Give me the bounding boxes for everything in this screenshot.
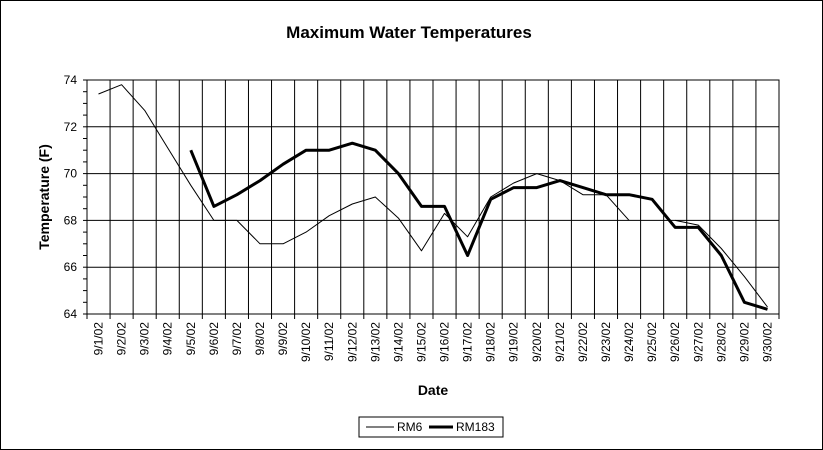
x-tick-label: 9/1/02 bbox=[92, 322, 106, 356]
x-tick-label: 9/23/02 bbox=[599, 322, 613, 362]
x-tick-label: 9/4/02 bbox=[161, 322, 175, 356]
legend-label-rm183: RM183 bbox=[456, 420, 495, 434]
x-tick-label: 9/20/02 bbox=[530, 322, 544, 362]
y-tick-label: 68 bbox=[64, 213, 78, 227]
x-tick-label: 9/22/02 bbox=[576, 322, 590, 362]
x-tick-label: 9/29/02 bbox=[737, 322, 751, 362]
x-axis-label: Date bbox=[418, 382, 449, 398]
y-axis-label: Temperature (F) bbox=[36, 144, 52, 250]
y-tick-label: 74 bbox=[64, 73, 78, 87]
series-rm6 bbox=[98, 84, 768, 308]
y-tick-label: 72 bbox=[64, 120, 78, 134]
x-tick-label: 9/27/02 bbox=[691, 322, 705, 362]
x-tick-label: 9/26/02 bbox=[668, 322, 682, 362]
y-tick-label: 64 bbox=[64, 307, 78, 321]
series-rm6-line bbox=[675, 219, 768, 308]
x-tick-label: 9/18/02 bbox=[484, 322, 498, 362]
y-axis-ticks: 64 66 68 70 72 74 bbox=[64, 73, 78, 321]
x-axis-ticks: 9/1/02 9/2/02 9/3/02 9/4/02 9/5/02 9/6/02 9/7/… bbox=[92, 322, 775, 362]
x-tick-label: 9/25/02 bbox=[645, 322, 659, 362]
x-tick-label: 9/14/02 bbox=[391, 322, 405, 362]
x-tick-label: 9/16/02 bbox=[438, 322, 452, 362]
x-tick-label: 9/17/02 bbox=[461, 322, 475, 362]
grid bbox=[83, 79, 780, 319]
series-rm183-line bbox=[189, 141, 768, 311]
legend-label-rm6: RM6 bbox=[397, 420, 423, 434]
x-tick-label: 9/2/02 bbox=[115, 322, 129, 356]
x-tick-label: 9/19/02 bbox=[507, 322, 521, 362]
x-tick-label: 9/13/02 bbox=[368, 322, 382, 362]
x-tick-label: 9/6/02 bbox=[207, 322, 221, 356]
legend: RM6 RM183 bbox=[358, 416, 504, 438]
x-tick-label: 9/24/02 bbox=[622, 322, 636, 362]
series-layer bbox=[98, 84, 768, 311]
x-tick-label: 9/11/02 bbox=[322, 322, 336, 361]
chart-title: Maximum Water Temperatures bbox=[286, 23, 532, 42]
x-tick-label: 9/8/02 bbox=[253, 322, 267, 356]
x-tick-label: 9/30/02 bbox=[760, 322, 774, 362]
y-tick-label: 70 bbox=[64, 167, 78, 181]
series-rm183 bbox=[189, 141, 768, 311]
x-tick-label: 9/21/02 bbox=[553, 322, 567, 362]
x-tick-label: 9/3/02 bbox=[138, 322, 152, 356]
y-tick-label: 66 bbox=[64, 260, 78, 274]
series-rm6-line bbox=[98, 84, 630, 252]
x-tick-label: 9/5/02 bbox=[184, 322, 198, 356]
x-tick-label: 9/12/02 bbox=[345, 322, 359, 362]
x-tick-label: 9/7/02 bbox=[230, 322, 244, 356]
x-tick-label: 9/28/02 bbox=[714, 322, 728, 362]
x-tick-label: 9/15/02 bbox=[414, 322, 428, 362]
x-tick-label: 9/9/02 bbox=[276, 322, 290, 356]
x-tick-label: 9/10/02 bbox=[299, 322, 313, 362]
